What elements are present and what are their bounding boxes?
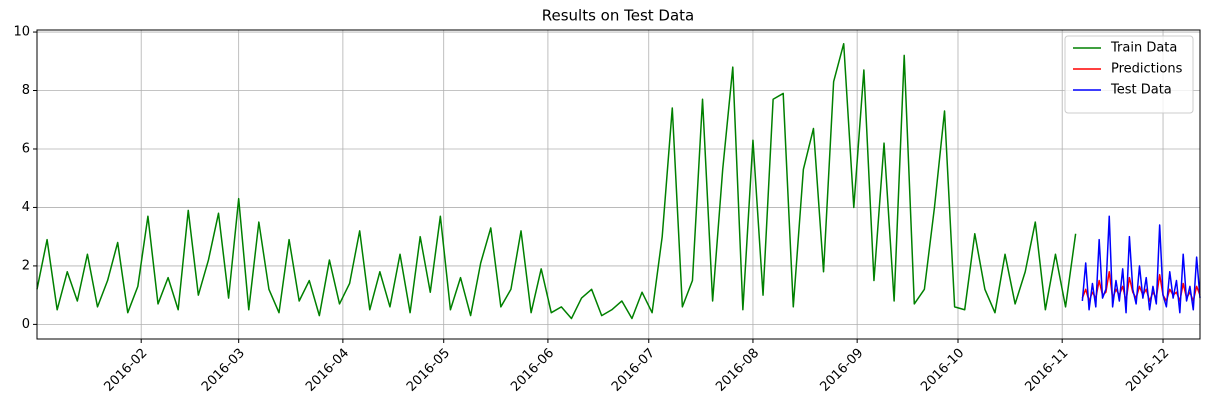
y-tick-label: 6	[22, 141, 30, 156]
x-tick-label: 2016-02	[101, 346, 150, 395]
legend-label: Predictions	[1111, 62, 1183, 77]
plot-frame	[36, 29, 1201, 340]
y-tick-label: 10	[13, 25, 30, 40]
x-tick-label: 2016-03	[199, 346, 248, 395]
x-tick-label: 2016-11	[1022, 346, 1071, 395]
y-tick-label: 0	[22, 317, 30, 332]
x-tick-label: 2016-07	[609, 346, 658, 395]
y-tick-label: 4	[22, 200, 30, 215]
chart-title: Results on Test Data	[542, 7, 695, 25]
legend-label: Test Data	[1110, 83, 1172, 98]
legend-label: Train Data	[1110, 41, 1177, 56]
y-tick-label: 8	[22, 83, 30, 98]
x-tick-label: 2016-09	[817, 346, 866, 395]
x-tick-label: 2016-04	[303, 346, 352, 395]
legend: Train Data Predictions Test Data	[1064, 35, 1194, 114]
series-line	[36, 42, 1077, 320]
series-line	[1081, 215, 1201, 314]
x-tick-label: 2016-08	[713, 346, 762, 395]
x-tick-label: 2016-12	[1123, 346, 1172, 395]
x-tick-label: 2016-06	[508, 346, 557, 395]
x-tick-label: 2016-05	[404, 346, 453, 395]
y-tick-label: 2	[22, 258, 30, 273]
x-tick-label: 2016-10	[918, 346, 967, 395]
legend-box	[1064, 35, 1194, 114]
